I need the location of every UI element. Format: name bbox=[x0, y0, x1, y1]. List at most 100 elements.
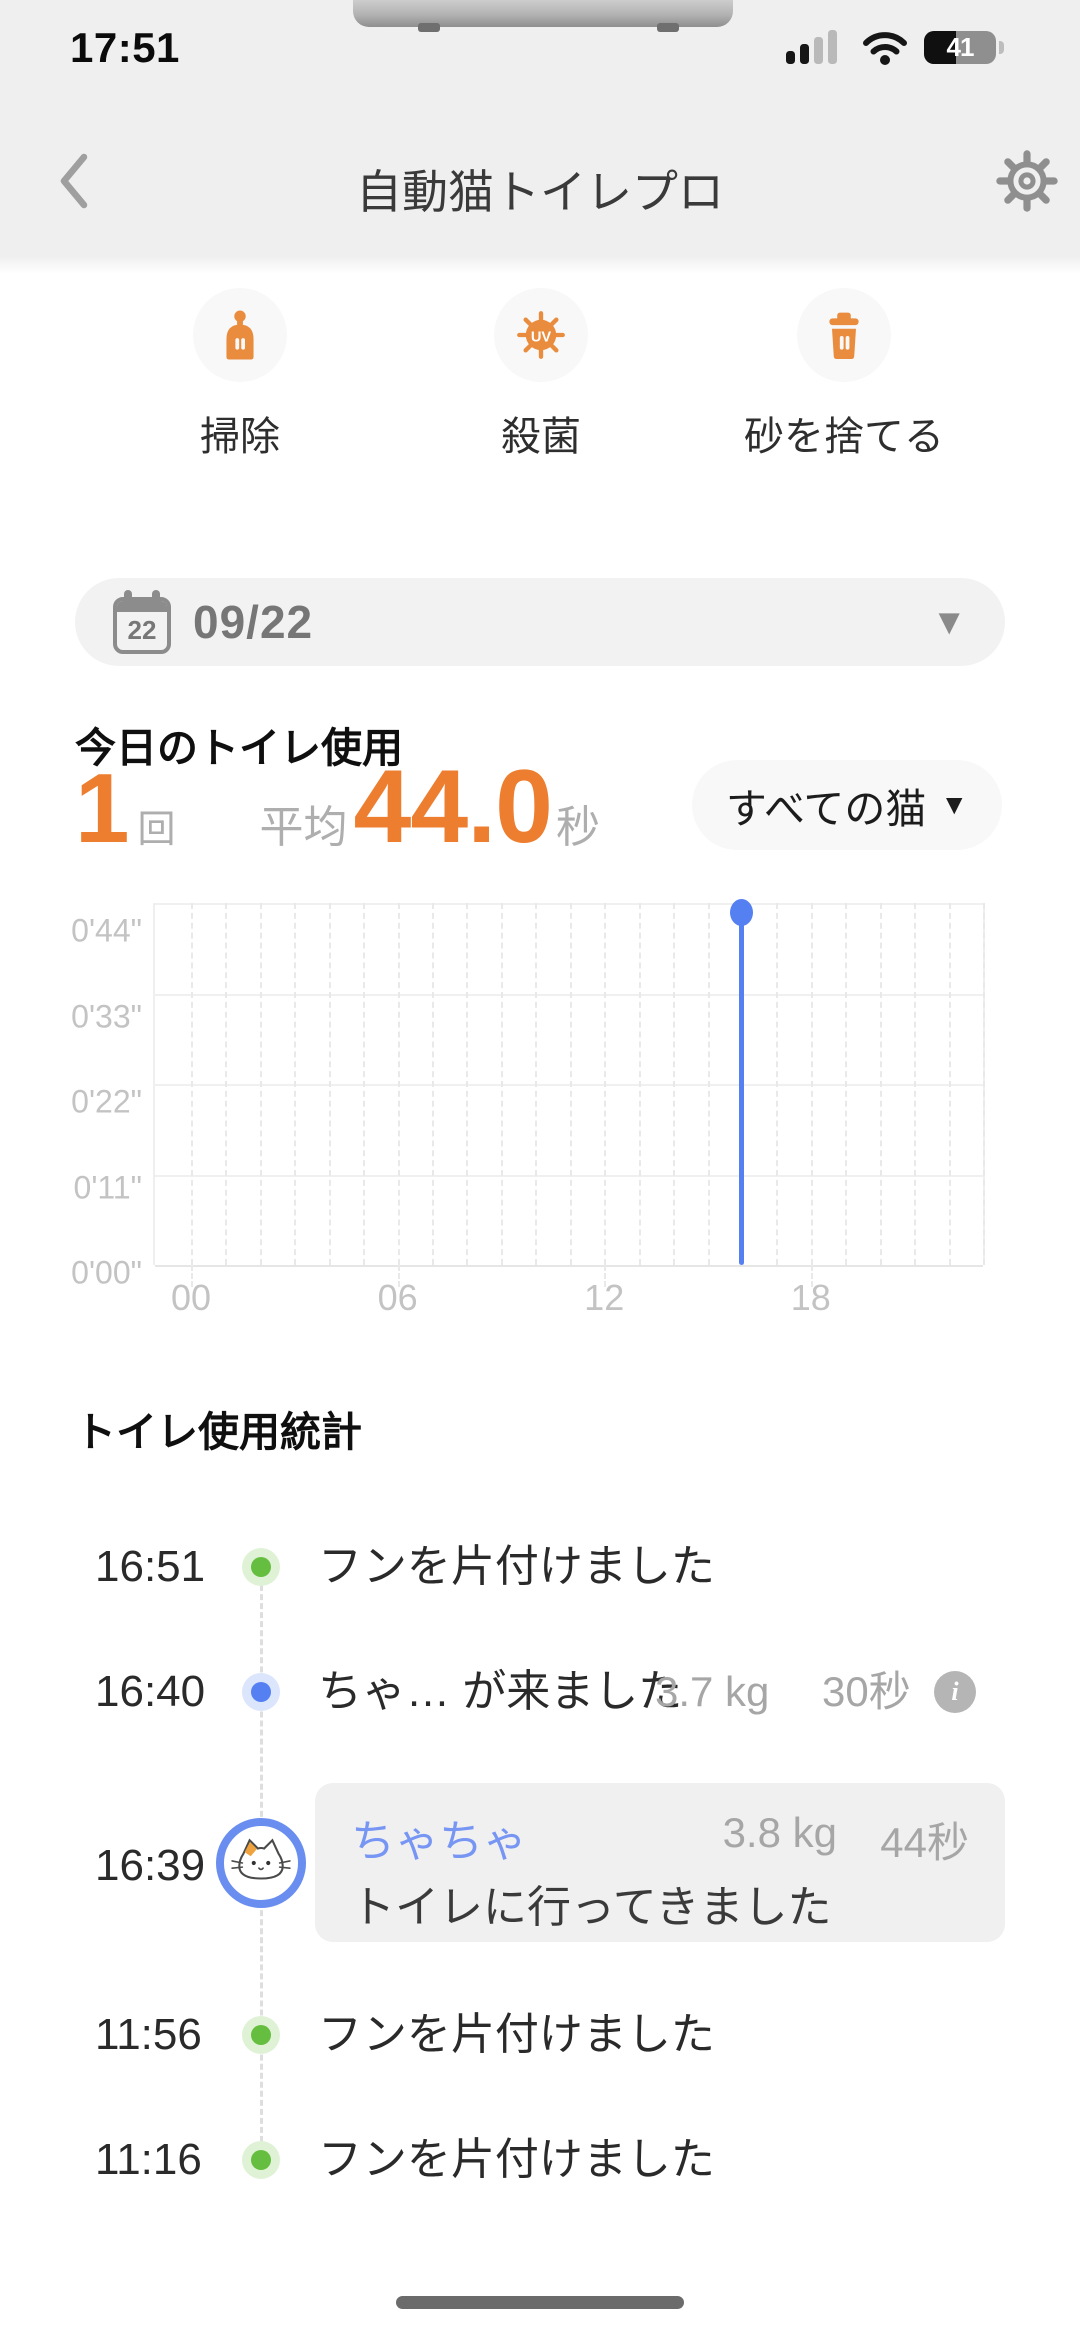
gridline-v bbox=[328, 903, 331, 1265]
device-foot bbox=[418, 23, 440, 32]
chevron-left-icon bbox=[60, 153, 88, 209]
chart-y-labels: 0'44" 0'33" 0'22" 0'11" 0'00" bbox=[0, 903, 142, 1291]
calendar-icon: 22 bbox=[113, 590, 171, 654]
scoop-icon bbox=[226, 310, 254, 360]
gridline-h bbox=[155, 1265, 983, 1267]
gridline-v bbox=[776, 903, 779, 1265]
gridline-h bbox=[155, 1174, 983, 1177]
visit-weight: 3.8 kg bbox=[722, 1809, 837, 1856]
gridline-v bbox=[845, 903, 848, 1265]
action-label: 掃除 bbox=[200, 415, 280, 459]
dropdown-caret-icon: ▼ bbox=[931, 601, 967, 642]
cellular-signal-icon bbox=[786, 30, 837, 64]
event-dot-green bbox=[242, 2016, 280, 2054]
timeline-row: 11:56 フンを片付けました bbox=[0, 2005, 1080, 2065]
gridline-v bbox=[983, 903, 985, 1265]
today-usage-heading: 今日のトイレ使用 bbox=[75, 725, 403, 771]
gridline-v bbox=[294, 903, 297, 1265]
date-picker[interactable]: 22 09/22 ▼ bbox=[75, 578, 1005, 666]
clean-action-button[interactable]: 掃除 bbox=[130, 288, 350, 462]
clean-action-circle bbox=[193, 288, 287, 382]
event-weight: 3.7 kg bbox=[655, 1668, 770, 1715]
usage-count: 1 bbox=[75, 753, 130, 863]
toilet-visit-card[interactable]: ちゃちゃ 3.8 kg 44秒 トイレに行ってきました bbox=[315, 1783, 1005, 1942]
chart-point[interactable] bbox=[730, 899, 754, 926]
gridline-v bbox=[225, 903, 228, 1265]
litter-box-device-photo bbox=[353, 0, 733, 27]
gridline-v bbox=[569, 903, 572, 1265]
battery-fill bbox=[924, 30, 957, 64]
event-duration: 30秒 bbox=[822, 1668, 911, 1715]
timeline-row: 11:16 フンを片付けました bbox=[0, 2130, 1080, 2190]
battery-percent: 41 bbox=[946, 31, 975, 62]
calendar-day: 22 bbox=[127, 615, 157, 645]
action-label: 殺菌 bbox=[501, 415, 581, 459]
uv-action-circle: UV bbox=[494, 288, 588, 382]
battery-cap bbox=[999, 40, 1004, 54]
gridline-v bbox=[879, 903, 882, 1265]
visit-duration: 44秒 bbox=[880, 1819, 969, 1866]
cat-filter-dropdown[interactable]: すべての猫 ▼ bbox=[692, 760, 1002, 850]
gear-icon bbox=[996, 150, 1058, 212]
x-axis-label: 12 bbox=[584, 1277, 625, 1318]
x-axis-label: 06 bbox=[377, 1277, 418, 1318]
page-title: 自動猫トイレプロ bbox=[356, 166, 724, 218]
event-dot-blue bbox=[242, 1673, 280, 1711]
x-axis-tick bbox=[397, 1265, 400, 1287]
gridline-v bbox=[363, 903, 366, 1265]
wifi-icon bbox=[863, 32, 907, 65]
info-icon[interactable]: i bbox=[934, 1671, 976, 1713]
uv-icon: UV bbox=[517, 311, 565, 359]
gridline-v bbox=[638, 903, 641, 1265]
event-dot-green bbox=[242, 1548, 280, 1586]
status-bar-time: 17:51 bbox=[70, 24, 180, 71]
y-axis-label: 0'33" bbox=[71, 998, 142, 1034]
gridline-v bbox=[500, 903, 503, 1265]
x-axis-label: 00 bbox=[170, 1277, 212, 1318]
y-axis-label: 0'00" bbox=[71, 1254, 142, 1291]
y-axis-label: 0'44" bbox=[71, 912, 142, 949]
gridline-v bbox=[914, 903, 917, 1265]
home-indicator[interactable] bbox=[396, 2296, 684, 2309]
event-time: 16:51 bbox=[95, 1542, 206, 1591]
header-shadow bbox=[0, 256, 1080, 274]
cat-avatar[interactable] bbox=[216, 1818, 306, 1908]
gridline-v bbox=[259, 903, 262, 1265]
visit-message: トイレに行ってきました bbox=[351, 1883, 832, 1932]
settings-button[interactable] bbox=[996, 150, 1058, 212]
y-axis-label: 0'11" bbox=[73, 1169, 142, 1205]
event-time: 11:56 bbox=[95, 2010, 202, 2059]
gridline-v bbox=[397, 903, 400, 1265]
gridline-v bbox=[707, 903, 710, 1265]
event-time: 11:16 bbox=[95, 2135, 202, 2184]
header: 17:51 41 自動猫トイレプロ bbox=[0, 0, 1080, 256]
gridline-v bbox=[604, 903, 607, 1265]
uv-sterilize-action-button[interactable]: UV 殺菌 bbox=[431, 288, 651, 462]
today-usage-stats: 1 回 平均 44.0 秒 bbox=[75, 748, 600, 865]
average-unit: 秒 bbox=[555, 803, 600, 852]
gridline-v bbox=[673, 903, 676, 1265]
dropdown-caret-icon: ▼ bbox=[940, 789, 969, 820]
event-dot-green bbox=[242, 2141, 280, 2179]
chart-stem bbox=[739, 912, 745, 1265]
selected-date: 09/22 bbox=[193, 596, 314, 648]
gridline-h bbox=[155, 1084, 983, 1086]
gridline-v bbox=[948, 903, 951, 1265]
usage-chart: 0'44" 0'33" 0'22" 0'11" 0'00" 00 06 12 18 bbox=[0, 899, 1080, 1323]
cat-filter-label: すべての猫 bbox=[725, 786, 927, 832]
dump-litter-action-button[interactable]: 砂を捨てる bbox=[734, 288, 954, 462]
back-button[interactable] bbox=[58, 146, 122, 216]
cat-name: ちゃちゃ bbox=[351, 1817, 527, 1866]
average-label: 平均 bbox=[259, 803, 348, 852]
usage-stats-heading: トイレ使用統計 bbox=[75, 1409, 362, 1455]
gridline-v bbox=[810, 903, 813, 1265]
gridline-h bbox=[155, 903, 983, 905]
action-label: 砂を捨てる bbox=[744, 415, 944, 459]
event-text: フンを片付けました bbox=[318, 2010, 715, 2059]
trash-action-circle bbox=[797, 288, 891, 382]
average-value: 44.0 bbox=[353, 749, 553, 865]
gridline-v bbox=[466, 903, 469, 1265]
event-time: 16:40 bbox=[95, 1667, 206, 1716]
y-axis-label: 0'22" bbox=[71, 1083, 142, 1120]
status-bar-icons: 41 bbox=[784, 24, 1004, 70]
